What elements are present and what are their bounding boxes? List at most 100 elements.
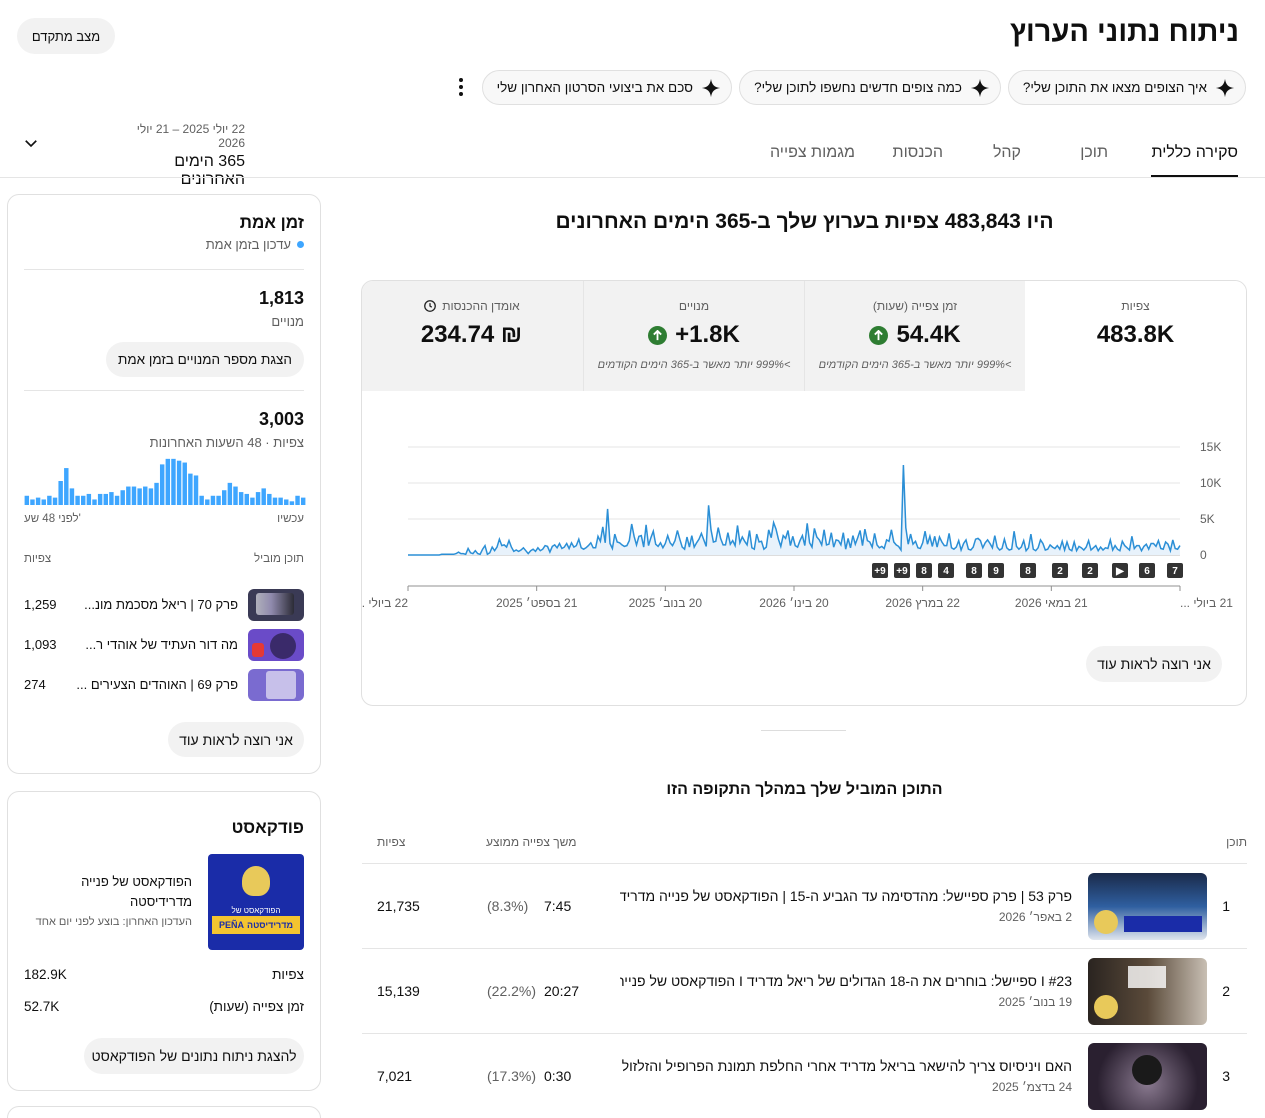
video-marker-label: +9: [874, 566, 886, 577]
realtime-bar: [58, 481, 63, 505]
tab-viewing-trends[interactable]: מגמות צפייה: [769, 144, 855, 161]
video-marker[interactable]: [894, 563, 910, 578]
date-range-picker[interactable]: 22 יולי 2025 – 21 יולי 2026 365 הימים הא…: [108, 122, 245, 189]
realtime-bar: [41, 499, 46, 505]
video-marker[interactable]: [1167, 563, 1183, 578]
table-row[interactable]: 1 פרק 53 | פרק ספיישל: מהדסימה עד הגביע …: [362, 863, 1247, 948]
chip-label: כמה צופים חדשים נחשפו לתוכן שלי?: [754, 80, 962, 95]
live-label: עדכון בזמן אמת: [205, 237, 291, 252]
kpi-views[interactable]: צפיות 483.8K: [1025, 281, 1246, 391]
avg-percent: (22.2%): [487, 983, 537, 999]
video-marker[interactable]: [916, 563, 932, 578]
realtime-bar: [92, 499, 97, 505]
realtime-bar: [210, 495, 216, 505]
realtime-item-views: 274: [24, 677, 46, 692]
chip-viewers-found[interactable]: איך הצופים מצאו את התוכן שלי?: [1007, 70, 1246, 105]
row-views: 7,021: [377, 1068, 413, 1084]
advanced-mode-button[interactable]: מצב מתקדם: [17, 18, 115, 54]
realtime-title: זמן אמת: [239, 213, 304, 232]
y-tick-label: 15K: [1200, 440, 1221, 454]
realtime-item[interactable]: פרק 70 | ריאל מסכמת מונ... 1,259: [24, 589, 304, 621]
date-range-dates: 22 יולי 2025 – 21 יולי 2026: [136, 122, 245, 150]
more-options-icon[interactable]: [452, 76, 470, 98]
video-marker-label: ▶: [1115, 566, 1125, 577]
realtime-bar: [120, 490, 125, 505]
show-realtime-subs-button[interactable]: הצגת מספר המנויים בזמן אמת: [106, 342, 304, 377]
realtime-bar: [295, 495, 300, 505]
video-marker[interactable]: [1139, 563, 1155, 578]
realtime-subs-value: 1,813: [258, 288, 304, 308]
divider: [24, 269, 304, 270]
realtime-bar: [47, 495, 52, 505]
tab-audience[interactable]: קהל: [992, 144, 1021, 161]
podcast-updated: העדכון האחרון: בוצע לפני יום אחד: [35, 916, 192, 928]
realtime-bar: [272, 497, 278, 505]
realtime-bar: [159, 464, 165, 505]
kpi-compare: >999% יותר מאשר ב-365 הימים הקודמים: [597, 359, 791, 371]
divider: [24, 390, 304, 391]
realtime-bar: [86, 493, 92, 505]
video-marker[interactable]: [872, 563, 888, 578]
realtime-bar: [64, 468, 69, 505]
podcast-watch-value: 52.7K: [24, 999, 60, 1014]
video-marker-label: 4: [943, 566, 949, 577]
video-title[interactable]: #23 I ספיישל: בוחרים את ה-18 הגדולים של …: [620, 973, 1072, 989]
realtime-item-views: 1,259: [24, 597, 57, 612]
kpi-label: זמן צפייה (שעות): [872, 299, 958, 313]
realtime-views-label: צפיות · 48 השעות האחרונות: [149, 435, 304, 450]
realtime-see-more-button[interactable]: אני רוצה לראות עוד: [168, 722, 304, 757]
podcast-card: פודקאסט הפודקאסט של PEÑA מדרידיסטה הפודק…: [7, 791, 321, 1091]
video-marker[interactable]: [988, 563, 1004, 578]
y-tick-label: 5K: [1200, 512, 1215, 526]
tab-overview[interactable]: סקירה כללית: [1151, 144, 1238, 178]
row-rank: 3: [1222, 1068, 1230, 1084]
realtime-bar: [30, 499, 35, 505]
video-thumbnail: [248, 629, 304, 661]
chip-new-viewers[interactable]: כמה צופים חדשים נחשפו לתוכן שלי?: [739, 70, 1001, 105]
video-marker[interactable]: [1052, 563, 1068, 578]
video-marker[interactable]: [1082, 563, 1098, 578]
y-tick-label: 10K: [1200, 476, 1221, 490]
cover-pena-text: PEÑA: [218, 920, 244, 930]
video-marker-label: 8: [921, 566, 927, 577]
table-row[interactable]: 2 #23 I ספיישל: בוחרים את ה-18 הגדולים ש…: [362, 948, 1247, 1033]
kpi-watch-time[interactable]: זמן צפייה (שעות) 54.4K >999% יותר מאשר ב…: [804, 281, 1025, 391]
kpi-revenue[interactable]: אומדן ההכנסות ₪ 234.74: [362, 281, 583, 391]
realtime-item-title: פרק 69 | האוהדים הצעירים ...: [76, 677, 238, 692]
realtime-subs-label: מנויים: [271, 314, 304, 329]
realtime-bar: [233, 486, 238, 505]
kpi-label: צפיות: [1121, 299, 1150, 313]
video-marker[interactable]: [938, 563, 954, 578]
realtime-bar: [188, 473, 193, 505]
podcast-analytics-button[interactable]: להצגת ניתוח נתונים של הפודקאסט: [84, 1038, 304, 1074]
realtime-bar: [284, 499, 289, 505]
col-views: צפיות: [24, 553, 52, 565]
kpi-value: 1.8K+: [584, 321, 804, 349]
realtime-live-status: עדכון בזמן אמת: [206, 237, 304, 252]
kpi-value: 483.8K: [1096, 321, 1175, 348]
chip-summarize-video[interactable]: סכם את ביצועי הסרטון האחרון שלי: [481, 70, 732, 105]
x-tick-label: 22 במרץ 2026: [885, 596, 960, 610]
overview-see-more-button[interactable]: אני רוצה לראות עוד: [1086, 646, 1222, 682]
video-title[interactable]: פרק 53 | פרק ספיישל: מהדסימה עד הגביע ה-…: [620, 888, 1072, 904]
video-title[interactable]: האם ויניסיוס צריך להישאר בריאל מדריד אחר…: [620, 1058, 1072, 1074]
chevron-down-icon[interactable]: [22, 134, 40, 152]
realtime-item[interactable]: מה דור העתיד של אוהדי ר... 1,093: [24, 629, 304, 661]
x-tick-label: 21 ביולי ...: [1180, 596, 1233, 610]
realtime-card: זמן אמת עדכון בזמן אמת 1,813 מנויים הצגת…: [7, 194, 321, 774]
video-marker[interactable]: [966, 563, 982, 578]
table-row[interactable]: 3 האם ויניסיוס צריך להישאר בריאל מדריד א…: [362, 1033, 1247, 1118]
video-marker-label: 6: [1144, 566, 1150, 577]
tab-revenue[interactable]: הכנסות: [892, 144, 943, 161]
date-range-label: 365 הימים האחרונים: [174, 153, 245, 188]
x-tick-label: 22 ביולי ...: [362, 596, 408, 610]
views-line-chart: 0 5K 10K 15K +9 +9 8 4 8 9 8 2 2 ▶ 6 7 22 ביולי ... 21 בס…: [362, 440, 1233, 610]
kpi-subscribers[interactable]: מנויים 1.8K+ >999% יותר מאשר ב-365 הימים…: [583, 281, 804, 391]
kpi-label: אומדן ההכנסות: [362, 299, 583, 313]
y-tick-label: 0: [1200, 548, 1207, 562]
realtime-bar: [227, 482, 233, 505]
realtime-item[interactable]: פרק 69 | האוהדים הצעירים ... 274: [24, 669, 304, 701]
video-marker[interactable]: [1020, 563, 1036, 578]
video-marker[interactable]: [1112, 563, 1128, 578]
tab-content[interactable]: תוכן: [1080, 144, 1108, 161]
